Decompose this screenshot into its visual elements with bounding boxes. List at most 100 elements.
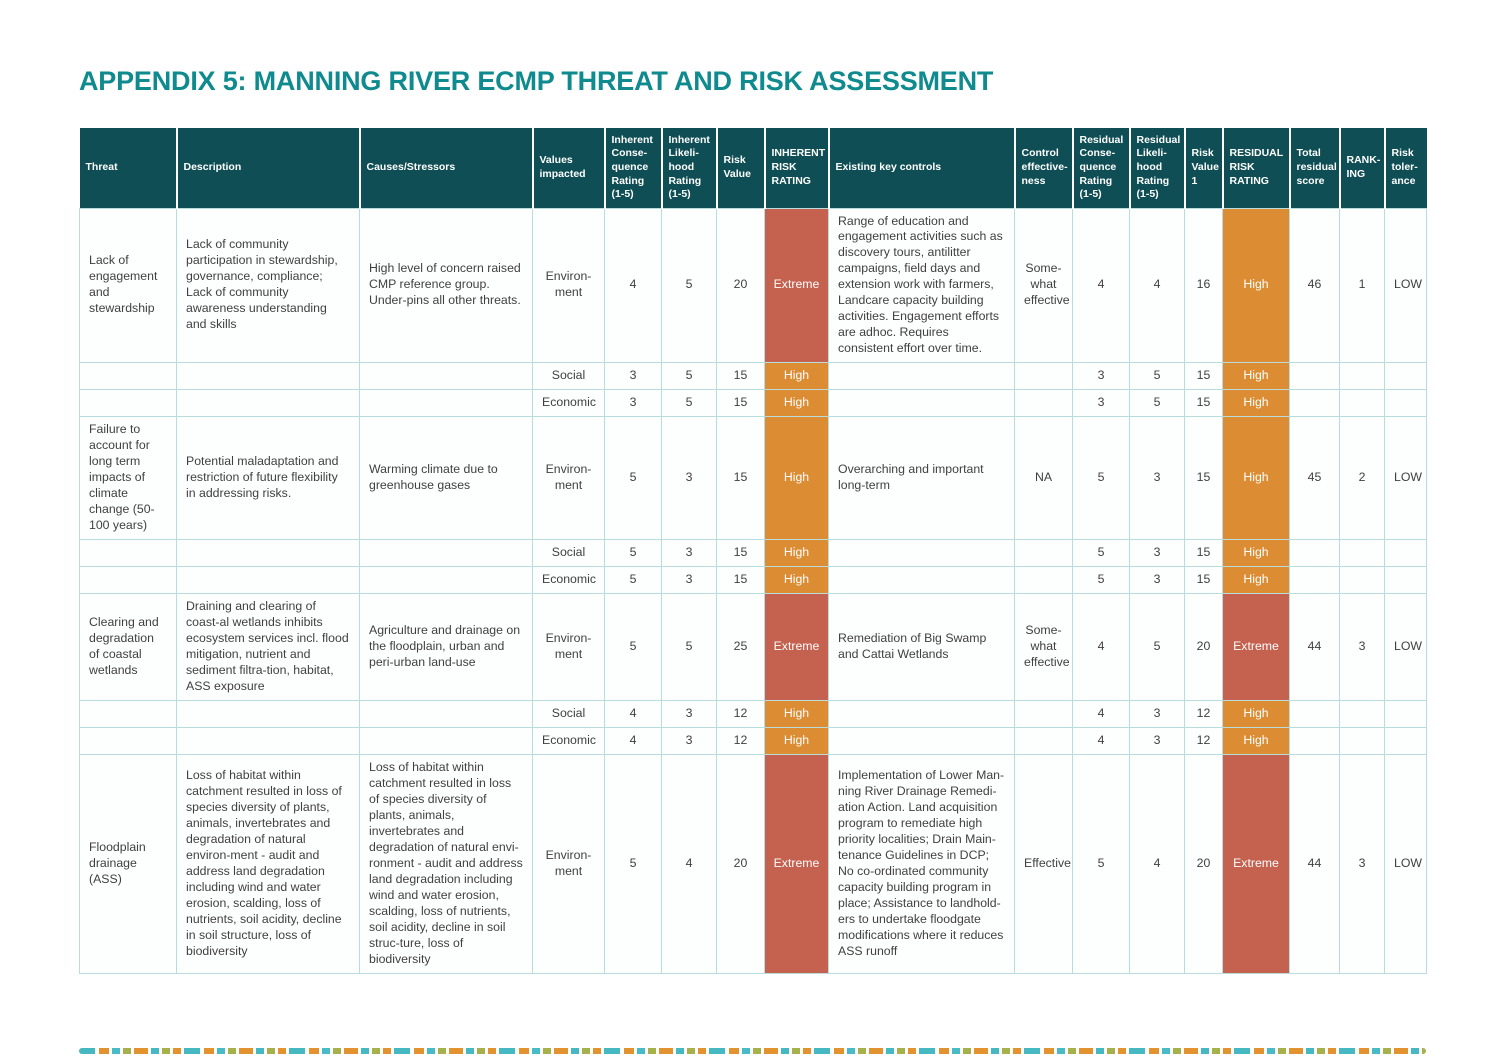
table-row: Economic 3 5 15 High 3 5 15 High [79, 389, 1427, 418]
risk-value-1-cell: 20 [1184, 593, 1223, 702]
table-row: Lack of engagement and stewardship Lack o… [79, 207, 1427, 364]
description-cell: Potential maladaptation and restriction … [176, 416, 360, 541]
ranking-cell [1339, 566, 1385, 595]
causes-cell [359, 362, 533, 391]
existing-key-controls-cell [828, 539, 1015, 568]
inherent-risk-rating-cell: Extreme [764, 207, 829, 364]
description-cell [176, 362, 360, 391]
values-impacted-cell: Economic [532, 566, 605, 595]
risk-value-1-cell: 15 [1184, 389, 1223, 418]
residual-likelihood-cell: 4 [1129, 754, 1185, 974]
risk-value-cell: 25 [716, 593, 765, 702]
column-header-inherent-risk-rating: INHERENT RISK RATING [763, 128, 829, 208]
column-header-residual-risk-rating: RESIDUAL RISK RATING [1221, 128, 1290, 208]
threat-cell: Clearing and degradation of coastal wetl… [79, 593, 177, 702]
causes-cell [359, 700, 533, 729]
description-cell [176, 566, 360, 595]
residual-likelihood-cell: 3 [1129, 700, 1185, 729]
risk-tolerance-cell [1384, 566, 1427, 595]
ranking-cell [1339, 727, 1385, 756]
residual-risk-rating-cell: High [1222, 727, 1290, 756]
residual-likelihood-cell: 3 [1129, 727, 1185, 756]
total-residual-score-cell: 44 [1289, 593, 1340, 702]
control-effectiveness-cell: Effective [1014, 754, 1073, 974]
existing-key-controls-cell [828, 727, 1015, 756]
inherent-risk-rating-cell: High [764, 566, 829, 595]
existing-key-controls-cell [828, 362, 1015, 391]
inherent-likelihood-cell: 5 [661, 593, 717, 702]
inherent-consequence-cell: 5 [604, 566, 662, 595]
inherent-consequence-cell: 3 [604, 389, 662, 418]
ranking-cell: 2 [1339, 416, 1385, 541]
values-impacted-cell: Environ-ment [532, 207, 605, 364]
ranking-cell [1339, 700, 1385, 729]
threat-cell: Failure to account for long term impacts… [79, 416, 177, 541]
risk-value-cell: 15 [716, 389, 765, 418]
description-cell [176, 700, 360, 729]
total-residual-score-cell [1289, 566, 1340, 595]
inherent-consequence-cell: 4 [604, 700, 662, 729]
residual-likelihood-cell: 3 [1129, 416, 1185, 541]
inherent-consequence-cell: 4 [604, 207, 662, 364]
causes-cell: Agriculture and drainage on the floodpla… [359, 593, 533, 702]
risk-value-cell: 15 [716, 566, 765, 595]
values-impacted-cell: Social [532, 700, 605, 729]
risk-value-1-cell: 12 [1184, 700, 1223, 729]
inherent-consequence-cell: 5 [604, 754, 662, 974]
inherent-consequence-cell: 5 [604, 539, 662, 568]
control-effectiveness-cell [1014, 389, 1073, 418]
risk-value-cell: 20 [716, 754, 765, 974]
inherent-risk-rating-cell: Extreme [764, 593, 829, 702]
control-effectiveness-cell [1014, 539, 1073, 568]
column-header-control-effectiveness: Control effective-ness [1013, 128, 1073, 208]
risk-assessment-table: Threat Description Causes/Stressors Values … [79, 128, 1427, 974]
causes-cell: Warming climate due to greenhouse gases [359, 416, 533, 541]
inherent-likelihood-cell: 3 [661, 539, 717, 568]
residual-consequence-cell: 4 [1072, 593, 1130, 702]
column-header-causes: Causes/Stressors [358, 128, 533, 208]
column-header-risk-value: Risk Value [715, 128, 765, 208]
column-header-residual-likelihood: Residual Likeli-hood Rating (1-5) [1128, 128, 1185, 208]
existing-key-controls-cell: Range of education and engagement activi… [828, 207, 1015, 364]
residual-consequence-cell: 4 [1072, 727, 1130, 756]
total-residual-score-cell: 44 [1289, 754, 1340, 974]
residual-risk-rating-cell: High [1222, 389, 1290, 418]
residual-risk-rating-cell: High [1222, 566, 1290, 595]
column-header-description: Description [175, 128, 360, 208]
existing-key-controls-cell: Remediation of Big Swamp and Cattai Wetl… [828, 593, 1015, 702]
column-header-risk-value-1: Risk Value 1 [1183, 128, 1223, 208]
threat-cell: Lack of engagement and stewardship [79, 207, 177, 364]
threat-cell: Floodplain drainage (ASS) [79, 754, 177, 974]
risk-tolerance-cell: LOW [1384, 207, 1427, 364]
table-row: Floodplain drainage (ASS) Loss of habitat… [79, 754, 1427, 974]
values-impacted-cell: Social [532, 539, 605, 568]
values-impacted-cell: Economic [532, 727, 605, 756]
values-impacted-cell: Environ-ment [532, 754, 605, 974]
column-header-total-residual-score: Total residual score [1288, 128, 1340, 208]
causes-cell [359, 566, 533, 595]
existing-key-controls-cell [828, 566, 1015, 595]
table-row: Social 4 3 12 High 4 3 12 High [79, 700, 1427, 729]
column-header-residual-consequence: Residual Conse-quence Rating (1-5) [1071, 128, 1130, 208]
causes-cell: Loss of habitat within catchment resulte… [359, 754, 533, 974]
threat-cell [79, 566, 177, 595]
total-residual-score-cell [1289, 389, 1340, 418]
description-cell: Lack of community participation in stewa… [176, 207, 360, 364]
ranking-cell [1339, 362, 1385, 391]
inherent-risk-rating-cell: High [764, 389, 829, 418]
total-residual-score-cell: 46 [1289, 207, 1340, 364]
residual-risk-rating-cell: High [1222, 362, 1290, 391]
column-header-ranking: RANK-ING [1338, 128, 1385, 208]
table-row: Social 3 5 15 High 3 5 15 High [79, 362, 1427, 391]
existing-key-controls-cell: Overarching and important long-term [828, 416, 1015, 541]
risk-value-1-cell: 15 [1184, 566, 1223, 595]
table-row: Economic 5 3 15 High 5 3 15 High [79, 566, 1427, 595]
values-impacted-cell: Environ-ment [532, 416, 605, 541]
inherent-likelihood-cell: 3 [661, 700, 717, 729]
ranking-cell: 3 [1339, 754, 1385, 974]
inherent-consequence-cell: 5 [604, 416, 662, 541]
causes-cell [359, 727, 533, 756]
risk-value-1-cell: 12 [1184, 727, 1223, 756]
threat-cell [79, 389, 177, 418]
